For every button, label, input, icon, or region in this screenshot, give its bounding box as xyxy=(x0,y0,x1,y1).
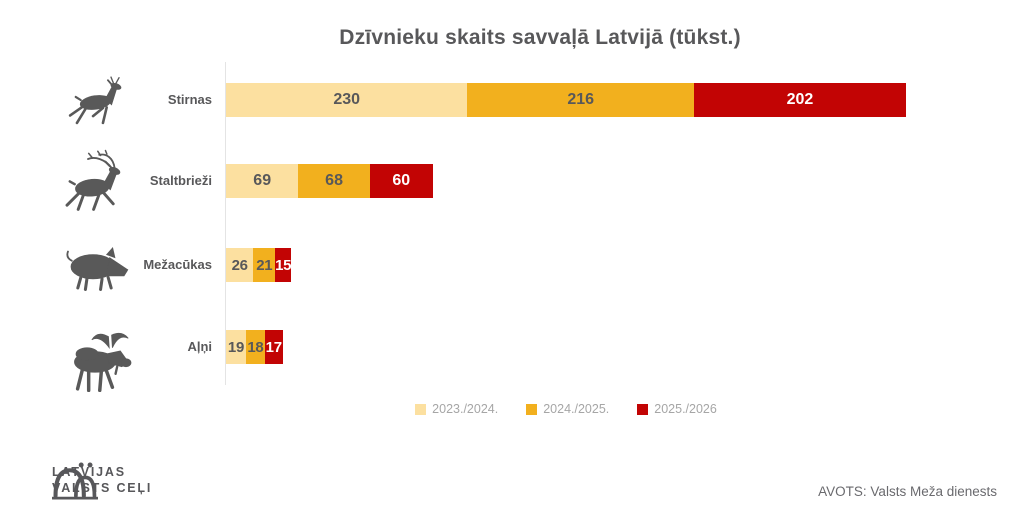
bar-segment: 68 xyxy=(298,164,370,198)
legend-label: 2023./2024. xyxy=(432,402,499,416)
legend-label: 2024./2025. xyxy=(543,402,610,416)
chart-row: Aļņi 19 18 17 xyxy=(0,330,1024,393)
legend-label: 2025./2026 xyxy=(654,402,717,416)
bridge-arches-logo-icon xyxy=(51,459,99,501)
legend-swatch-2024-2025 xyxy=(526,403,538,415)
legend-swatch-2025-2026 xyxy=(637,403,649,415)
bar-segment: 202 xyxy=(694,83,906,117)
bar-segment: 19 xyxy=(226,330,246,364)
stacked-bar: 69 68 60 xyxy=(226,164,433,198)
red-deer-icon xyxy=(60,149,130,211)
bar-segment: 230 xyxy=(226,83,468,117)
bar-segment: 15 xyxy=(275,248,292,282)
chart-row: Mežacūkas 26 21 15 xyxy=(0,247,1024,291)
legend-item: 2025./2026 xyxy=(637,402,717,416)
moose-icon xyxy=(54,324,136,393)
chart-row: Stirnas 230 216 202 xyxy=(0,76,1024,125)
category-label: Aļņi xyxy=(187,339,212,354)
roe-deer-icon xyxy=(66,74,130,126)
category-label: Staltbrieži xyxy=(149,173,212,188)
source-attribution: AVOTS: Valsts Meža dienests xyxy=(818,484,997,499)
bar-segment: 60 xyxy=(369,164,433,198)
bar-segment: 18 xyxy=(245,330,265,364)
legend-swatch-2023-2024 xyxy=(415,403,427,415)
stacked-bar: 26 21 15 xyxy=(226,248,292,282)
chart-title: Dzīvnieku skaits savvaļā Latvijā (tūkst.… xyxy=(339,26,741,49)
legend-item: 2024./2025. xyxy=(526,402,609,416)
y-axis-line xyxy=(225,62,226,385)
chart-row: Staltbrieži 69 68 60 xyxy=(0,149,1024,211)
bar-segment: 216 xyxy=(467,83,694,117)
legend-item: 2023./2024. xyxy=(415,402,498,416)
bar-segment: 69 xyxy=(226,164,299,198)
category-label: Mežacūkas xyxy=(143,257,212,272)
latvijas-valsts-celi-logo: LATVIJAS VALSTS CEĻI xyxy=(51,462,152,500)
bar-segment: 17 xyxy=(264,330,283,364)
legend: 2023./2024. 2024./2025. 2025./2026 xyxy=(226,402,906,416)
bar-segment: 21 xyxy=(253,248,276,282)
wild-boar-icon xyxy=(58,241,134,291)
bar-segment: 26 xyxy=(226,248,254,282)
category-label: Stirnas xyxy=(167,92,212,107)
stacked-bar: 230 216 202 xyxy=(226,83,906,117)
stacked-bar: 19 18 17 xyxy=(226,330,283,364)
